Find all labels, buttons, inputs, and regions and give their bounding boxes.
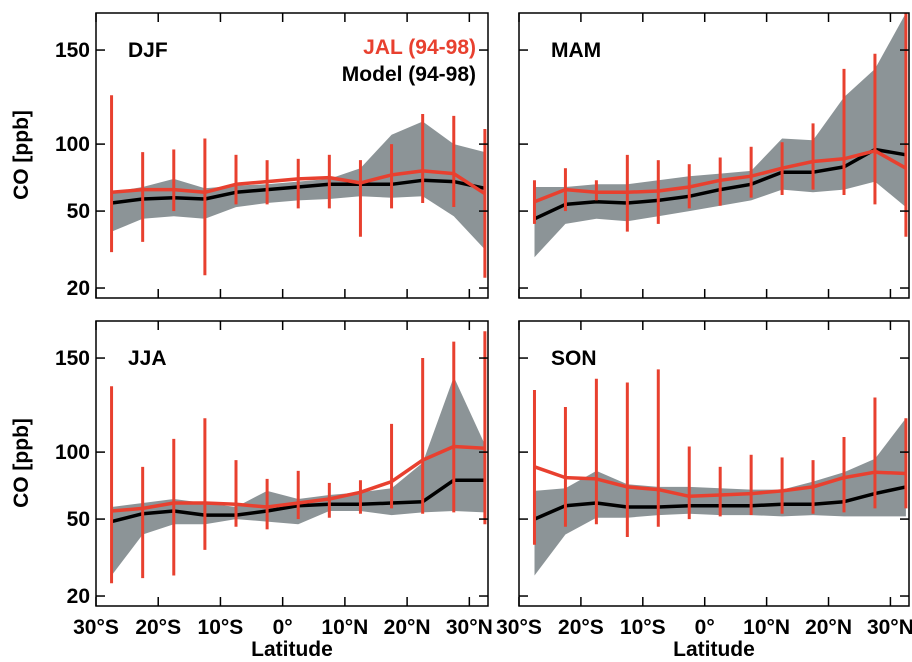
panel-title-djf: DJF (128, 39, 168, 62)
plot-area (110, 95, 487, 278)
x-tick-label: 0° (273, 616, 293, 639)
x-axis-label-left: Latitude (251, 638, 333, 661)
y-tick-label: 150 (55, 39, 90, 62)
x-tick-label: 30°N (446, 616, 493, 639)
observation-mean-line (533, 465, 906, 499)
x-tick-label: 20°N (805, 616, 852, 639)
y-tick-label: 50 (67, 508, 90, 531)
x-tick-label: 20°N (384, 616, 431, 639)
panel-frame (518, 12, 910, 299)
y-axis-label-top: CO [ppb] (10, 110, 33, 200)
legend-observation: JAL (94-98) (363, 36, 476, 59)
y-tick-label: 20 (67, 277, 90, 300)
panel-title-son: SON (551, 347, 597, 370)
y-tick-label: 100 (55, 441, 90, 464)
y-tick-labels: 150 100 50 20 150 100 50 20 (55, 39, 90, 608)
panel-frame (518, 320, 910, 607)
y-tick-label: 50 (67, 200, 90, 223)
plot-area (110, 331, 487, 584)
y-axis-label-bottom: CO [ppb] (10, 418, 33, 508)
observation-mean-line (111, 169, 486, 196)
x-tick-label: 10°S (198, 616, 244, 639)
observation-mean-line (533, 149, 907, 204)
x-axis-label-right: Latitude (673, 638, 755, 661)
x-tick-labels: 30°S 20°S 10°S 0° 10°N 20°N 30°N 30°S 20°S 10°S 0°… (73, 616, 912, 639)
panel-title-mam: MAM (551, 39, 601, 62)
panel-title-jja: JJA (128, 347, 167, 370)
panel-frame (95, 320, 489, 607)
y-tick-label: 20 (67, 585, 90, 608)
x-tick-label: 30°N (867, 616, 912, 639)
panel-mam (518, 12, 910, 299)
observation-mean-line (111, 444, 486, 513)
plot-area (532, 13, 908, 258)
panel-jja (95, 320, 489, 607)
x-tick-label: 20°S (135, 616, 181, 639)
x-tick-label: 10°N (743, 616, 790, 639)
x-tick-label: 20°S (558, 616, 604, 639)
x-tick-label: 10°S (620, 616, 666, 639)
y-tick-label: 100 (55, 133, 90, 156)
panel-djf (95, 12, 489, 299)
y-tick-label: 150 (55, 347, 90, 370)
x-tick-label: 10°N (321, 616, 368, 639)
panel-frame (95, 12, 489, 299)
x-tick-label: 30°S (496, 616, 542, 639)
legend-model: Model (94-98) (342, 63, 476, 86)
panel-son (518, 320, 910, 607)
model-range-band (111, 376, 485, 576)
x-tick-label: 0° (695, 616, 715, 639)
x-tick-label: 30°S (73, 616, 119, 639)
plot-area (532, 369, 908, 576)
